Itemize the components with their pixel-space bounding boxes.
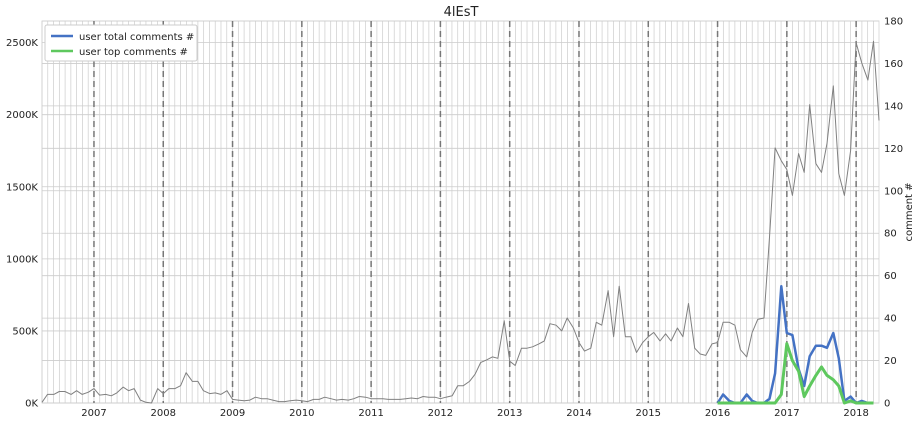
series-total: [716, 285, 874, 405]
series-top: [717, 342, 874, 405]
x-tick-label: 2018: [843, 408, 868, 419]
x-tick-label: 2017: [774, 408, 799, 419]
y-left-tick-label: 2500K: [6, 38, 38, 49]
plot-background: [41, 20, 880, 404]
y-left-tick-label: 2000K: [6, 110, 38, 121]
y-left-tick-label: 1000K: [6, 254, 38, 265]
y-right-tick-label: 160: [884, 59, 903, 70]
x-tick-label: 2012: [428, 408, 453, 419]
legend-box: [44, 24, 198, 62]
chart-title: 4lEsT: [444, 5, 479, 20]
y-right-axis-label: comment #: [904, 182, 915, 241]
series-gray: [41, 40, 880, 404]
year-markers: [93, 21, 857, 403]
y-right-tick-label: 80: [884, 229, 897, 240]
y-left-tick-labels: 0K 500K 1000K 1500K 2000K 2500K: [6, 38, 38, 409]
y-right-tick-label: 20: [884, 356, 897, 367]
series-line-total: [716, 285, 874, 405]
y-right-tick-label: 40: [884, 314, 897, 325]
y-right-tick-label: 120: [884, 144, 903, 155]
y-right-tick-label: 0: [884, 399, 890, 410]
grid: [41, 20, 879, 404]
x-tick-label: 2007: [81, 408, 106, 419]
x-tick-label: 2011: [358, 408, 383, 419]
y-right-tick-label: 140: [884, 101, 903, 112]
y-left-tick-label: 500K: [12, 326, 38, 337]
y-right-tick-labels: 0 20 40 60 80 100 120 140 160 180: [884, 17, 903, 410]
y-left-tick-label: 0K: [25, 399, 38, 410]
x-tick-label: 2013: [497, 408, 522, 419]
x-tick-label: 2014: [566, 408, 591, 419]
x-tick-label: 2016: [705, 408, 730, 419]
legend-label-top: user top comments #: [79, 47, 188, 58]
legend: user total comments # user top comments …: [44, 24, 198, 62]
y-right-tick-label: 100: [884, 186, 903, 197]
x-tick-labels: 2007 2008 2009 2010 2011 2012 2013 2014 2015 2016…: [81, 408, 869, 419]
x-tick-label: 2008: [151, 408, 176, 419]
x-tick-label: 2010: [289, 408, 314, 419]
y-right-tick-label: 60: [884, 271, 897, 282]
legend-label-total: user total comments #: [79, 32, 194, 43]
x-tick-label: 2009: [220, 408, 245, 419]
series-line-gray: [41, 40, 880, 404]
y-right-tick-label: 180: [884, 17, 903, 28]
series-line-top: [717, 342, 874, 405]
x-tick-label: 2015: [636, 408, 661, 419]
y-left-tick-label: 1500K: [6, 182, 38, 193]
